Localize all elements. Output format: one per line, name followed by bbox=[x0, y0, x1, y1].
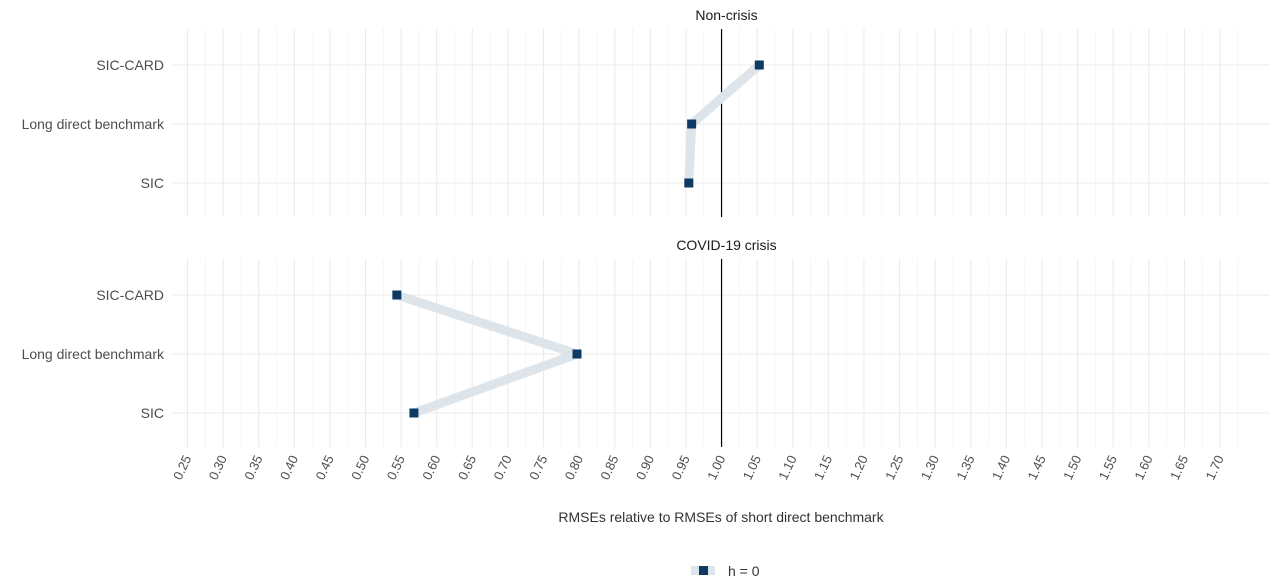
x-tick-label: 0.40 bbox=[277, 453, 301, 482]
legend-label: h = 0 bbox=[728, 563, 760, 579]
facet-panel-1: Non-crisis SIC-CARD Long direct benchmark S… bbox=[22, 7, 1270, 217]
x-tick-label: 1.30 bbox=[918, 453, 942, 482]
x-tick-label: 0.85 bbox=[597, 453, 621, 482]
x-axis-title: RMSEs relative to RMSEs of short direct … bbox=[558, 509, 884, 525]
x-tick-label: 1.40 bbox=[989, 453, 1013, 482]
x-tick-label: 0.25 bbox=[170, 453, 194, 482]
x-tick-label: 0.50 bbox=[348, 453, 372, 482]
x-tick-label: 1.25 bbox=[882, 453, 906, 482]
data-point bbox=[687, 119, 697, 129]
x-tick-label: 0.45 bbox=[312, 453, 336, 482]
y-tick-label: Long direct benchmark bbox=[22, 346, 165, 362]
facet-title: COVID-19 crisis bbox=[676, 237, 776, 253]
x-tick-label: 1.35 bbox=[953, 453, 977, 482]
data-point bbox=[392, 290, 402, 300]
x-tick-label: 0.90 bbox=[633, 453, 657, 482]
x-tick-label: 1.70 bbox=[1203, 453, 1227, 482]
x-tick-label: 1.05 bbox=[740, 453, 764, 482]
data-point bbox=[754, 60, 764, 70]
x-tick-label: 0.60 bbox=[419, 453, 443, 482]
data-point bbox=[684, 178, 694, 188]
facet-panel-2: COVID-19 crisis SIC-CARD Long direct bench… bbox=[22, 237, 1270, 447]
x-tick-label: 0.75 bbox=[526, 453, 550, 482]
x-tick-label: 1.60 bbox=[1131, 453, 1155, 482]
x-tick-label: 1.45 bbox=[1025, 453, 1049, 482]
x-tick-label: 1.00 bbox=[704, 453, 728, 482]
y-tick-label: SIC-CARD bbox=[96, 287, 164, 303]
x-axis: 0.25 0.30 0.35 0.40 0.45 0.50 0.55 0.60 0.65 0.70… bbox=[170, 453, 1227, 482]
y-tick-label: SIC bbox=[141, 175, 164, 191]
y-tick-label: SIC bbox=[141, 405, 164, 421]
x-tick-label: 1.50 bbox=[1060, 453, 1084, 482]
x-tick-label: 1.55 bbox=[1096, 453, 1120, 482]
x-tick-label: 0.70 bbox=[490, 453, 514, 482]
x-tick-label: 0.95 bbox=[668, 453, 692, 482]
x-tick-label: 0.65 bbox=[455, 453, 479, 482]
x-tick-label: 1.20 bbox=[847, 453, 871, 482]
x-tick-label: 0.35 bbox=[241, 453, 265, 482]
x-tick-label: 1.15 bbox=[811, 453, 835, 482]
data-point bbox=[572, 349, 582, 359]
x-tick-label: 1.65 bbox=[1167, 453, 1191, 482]
facet-title: Non-crisis bbox=[695, 7, 757, 23]
data-point bbox=[409, 408, 419, 418]
y-tick-label: SIC-CARD bbox=[96, 57, 164, 73]
y-tick-label: Long direct benchmark bbox=[22, 116, 165, 132]
x-tick-label: 0.55 bbox=[384, 453, 408, 482]
x-tick-label: 1.10 bbox=[775, 453, 799, 482]
x-tick-label: 0.30 bbox=[206, 453, 230, 482]
legend: h = 0 bbox=[691, 563, 760, 579]
legend-key-point bbox=[699, 566, 708, 575]
x-tick-label: 0.80 bbox=[562, 453, 586, 482]
